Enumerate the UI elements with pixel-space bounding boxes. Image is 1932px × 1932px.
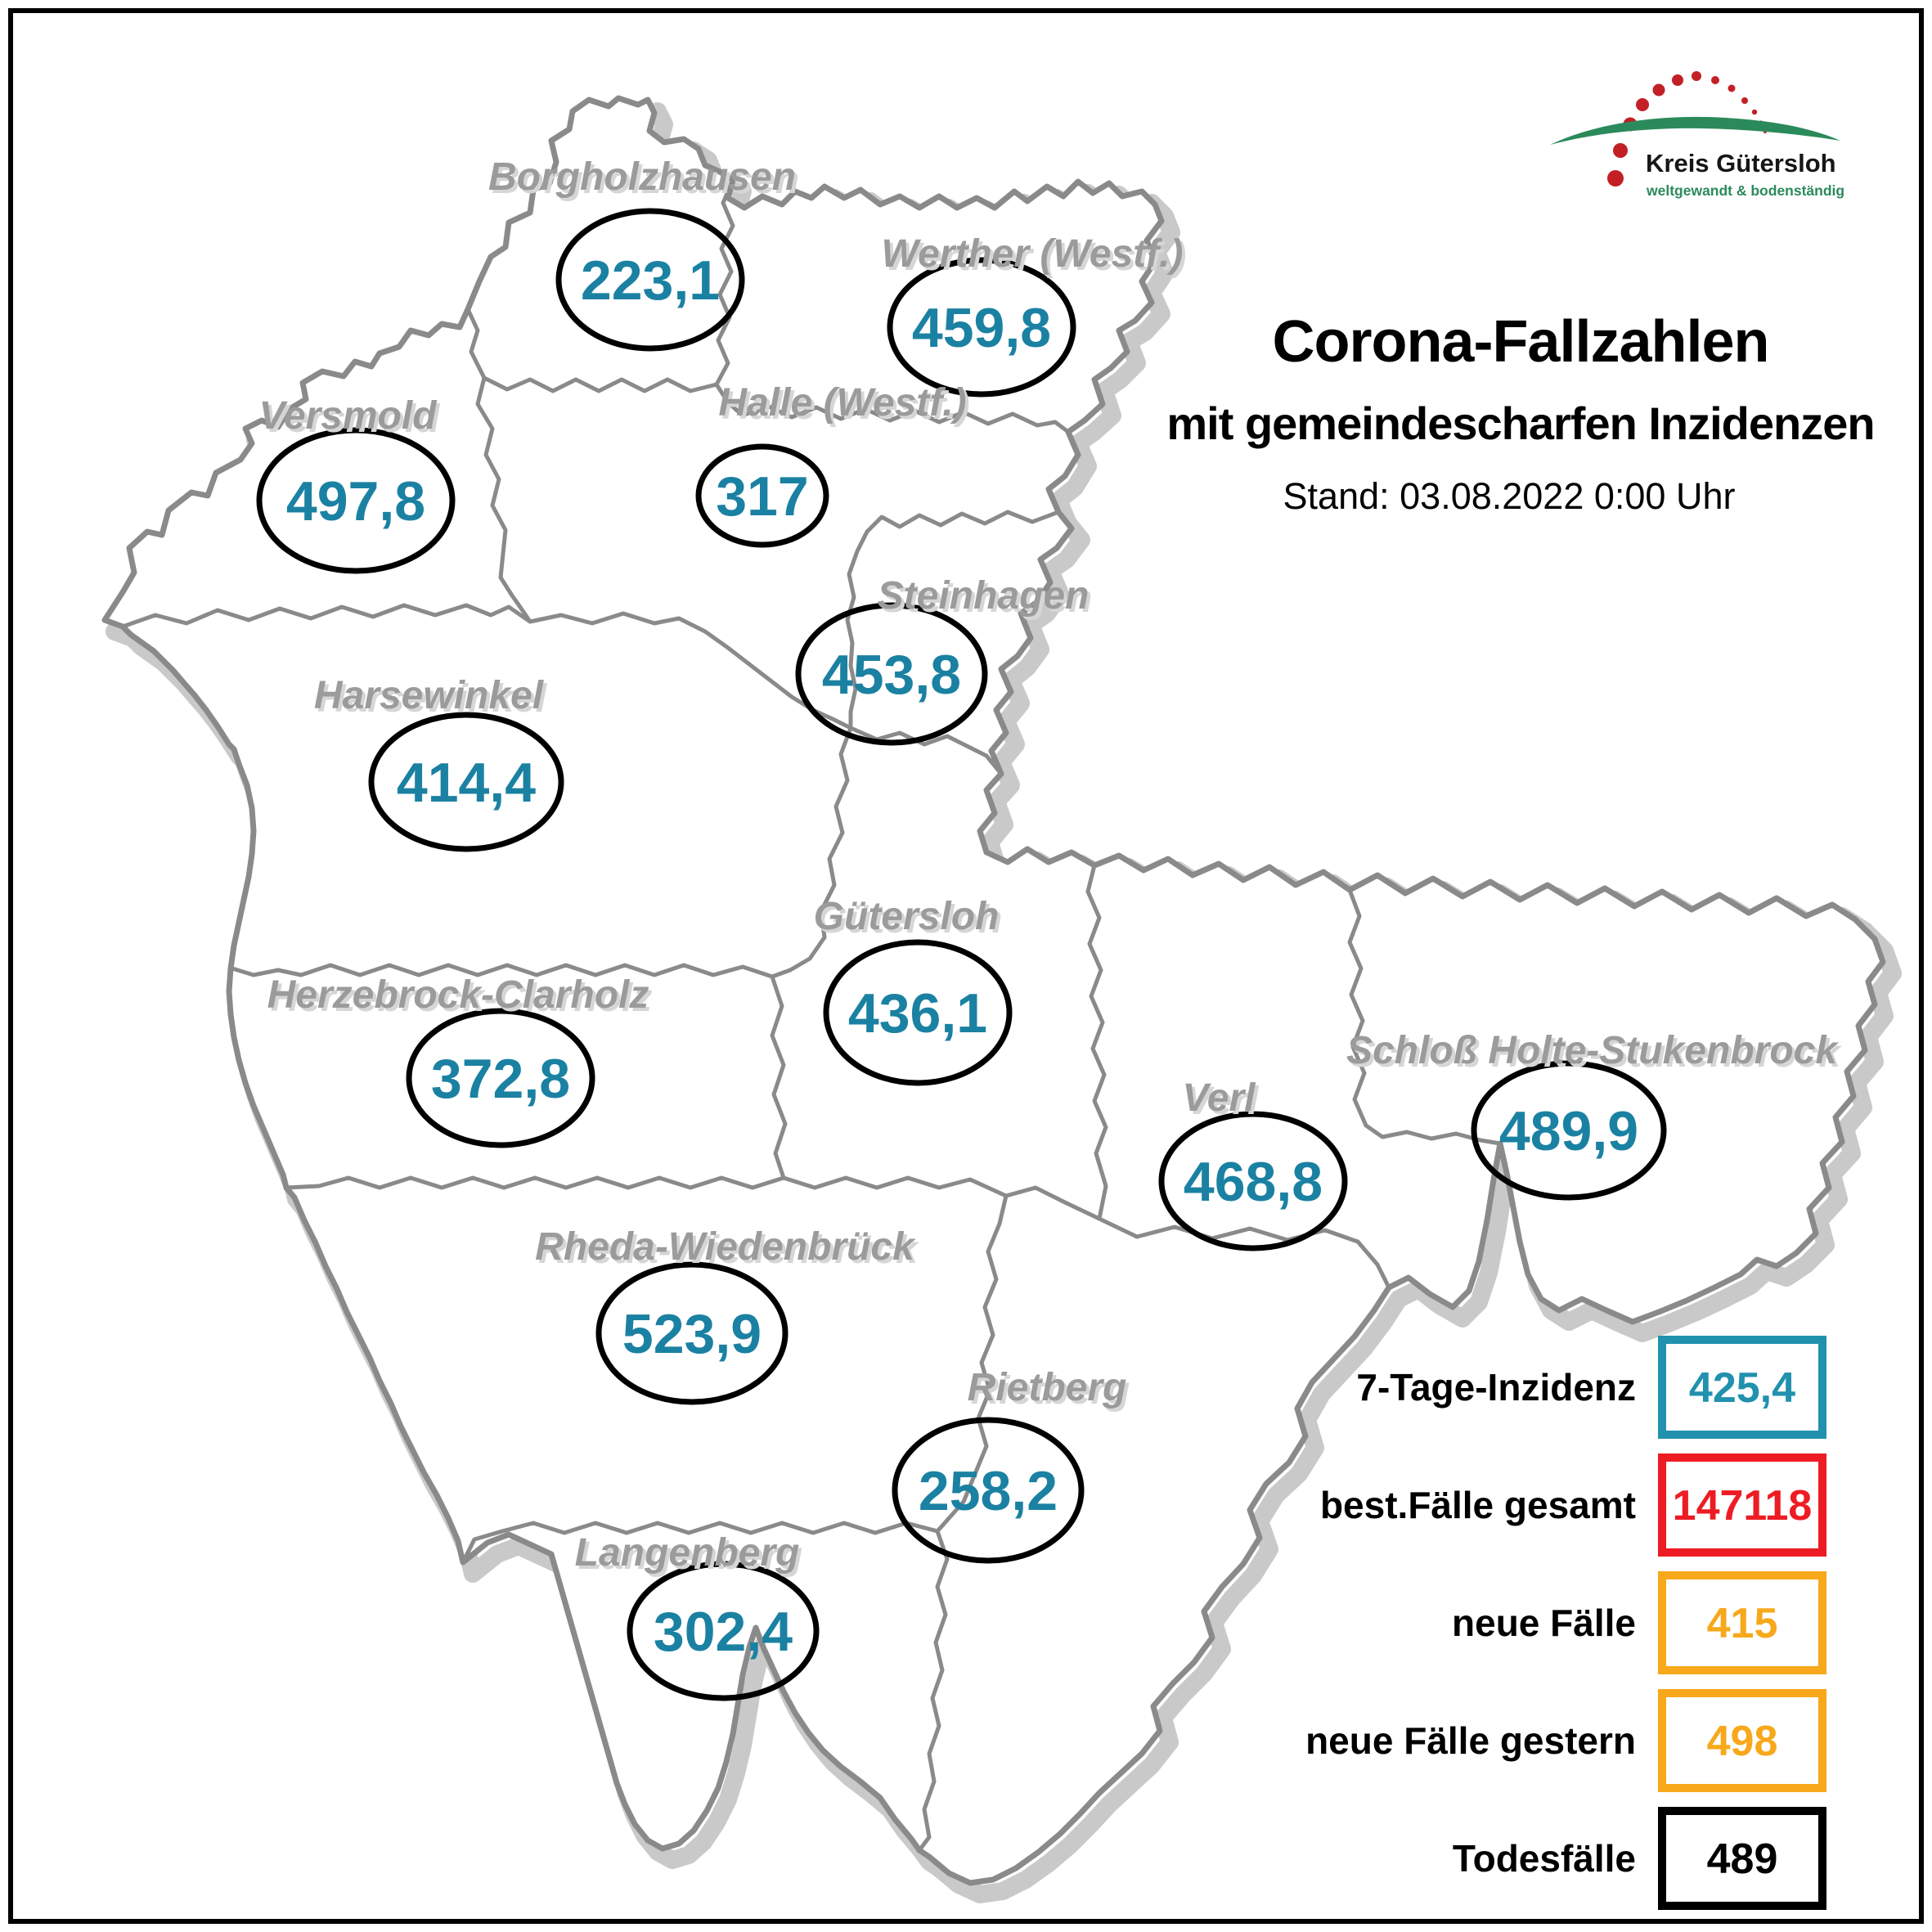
municipality-herzebrock-clarholz: Herzebrock-Clarholz 372,8 [267,973,649,1148]
logo-dot [1607,170,1624,186]
muni-name-label: Verl [1183,1076,1257,1120]
kreis-guetersloh-logo: Kreis Gütersloh weltgewandt & bodenständ… [1550,71,1844,199]
muni-incidence-value: 317 [716,465,808,528]
legend-value: 489 [1707,1835,1778,1883]
legend-value: 147118 [1673,1482,1813,1530]
legend-value-box [1658,1453,1826,1557]
municipality-borgholzhausen: Borgholzhausen 223,1 [488,155,796,352]
municipality-verl: Verl 468,8 [1158,1076,1348,1251]
muni-incidence-value: 302,4 [654,1601,793,1663]
muni-incidence-ellipse [887,257,1076,398]
legend-label: neue Fälle gestern [1305,1719,1636,1762]
muni-incidence-ellipse [1158,1111,1348,1251]
muni-incidence-value: 459,8 [912,297,1051,359]
municipalities-layer: Borgholzhausen 223,1 Werther (Westf.) 459,8… [256,155,1839,1701]
legend-label: Todesfälle [1453,1837,1636,1880]
muni-incidence-ellipse [892,1417,1085,1564]
muni-incidence-value: 372,8 [431,1048,570,1110]
municipality-schloß-holte-stukenbrock: Schloß Holte-Stukenbrock 489,9 [1346,1029,1839,1201]
municipality-harsewinkel: Harsewinkel 414,4 [314,674,564,852]
municipality-steinhagen: Steinhagen 453,8 [795,574,1090,746]
logo-dot [1613,143,1628,158]
municipality-gütersloh: Gütersloh 436,1 [814,895,1013,1086]
muni-name-label: Werther (Westf.) [882,232,1184,276]
muni-name-label: Gütersloh [814,895,1000,938]
muni-incidence-value: 414,4 [397,752,536,814]
muni-incidence-value: 523,9 [622,1303,762,1365]
muni-name-label: Harsewinkel [314,674,545,717]
muni-incidence-ellipse [823,939,1013,1086]
logo-dot [1751,109,1758,115]
muni-name-label: Rietberg [968,1366,1127,1409]
muni-incidence-ellipse [695,443,829,548]
municipal-borders [120,177,1503,1853]
muni-incidence-value: 453,8 [822,644,961,706]
page-date-stamp: Stand: 03.08.2022 0:00 Uhr [1283,475,1736,517]
legend-label: best.Fälle gesamt [1320,1484,1636,1526]
logo-dot [1652,83,1665,97]
page-frame [8,8,1924,1924]
muni-incidence-ellipse [368,712,564,852]
legend-row: Todesfälle 489 [1453,1807,1826,1910]
muni-name-label: Rheda-Wiedenbrück [535,1225,916,1269]
muni-name-label: Herzebrock-Clarholz [267,973,649,1017]
municipality-langenberg: Langenberg 302,4 [575,1531,820,1701]
logo-dot [1692,71,1701,81]
legend-value: 498 [1707,1718,1778,1765]
legend-value: 425,4 [1689,1364,1795,1412]
municipality-rietberg: Rietberg 258,2 [892,1366,1127,1564]
muni-incidence-value: 223,1 [581,249,720,312]
muni-incidence-value: 489,9 [1499,1100,1638,1162]
logo-dot [1728,84,1736,92]
logo-tagline: weltgewandt & bodenständig [1646,182,1844,199]
legend-row: neue Fälle 415 [1452,1571,1826,1674]
muni-incidence-value: 497,8 [286,470,425,532]
logo-dot [1672,74,1683,86]
muni-incidence-value: 468,8 [1184,1151,1323,1213]
muni-incidence-ellipse [795,602,988,746]
municipality-versmold: Versmold 497,8 [256,394,456,574]
muni-name-label: Schloß Holte-Stukenbrock [1346,1029,1839,1072]
muni-name-label: Langenberg [575,1531,800,1575]
legend-row: neue Fälle gestern 498 [1305,1689,1826,1792]
muni-incidence-ellipse [627,1561,820,1701]
muni-incidence-value: 436,1 [848,982,987,1045]
muni-incidence-value: 258,2 [919,1460,1058,1522]
legend-label: neue Fälle [1452,1602,1636,1644]
muni-name-label: Halle (Westf.) [718,381,966,425]
legend-label: 7-Tage-Inzidenz [1356,1366,1636,1409]
page-subtitle: mit gemeindescharfen Inzidenzen [1166,398,1874,449]
municipality-rheda-wiedenbrück: Rheda-Wiedenbrück 523,9 [535,1225,916,1405]
logo-swoosh-icon [1550,116,1840,145]
legend-value-box [1658,1689,1826,1792]
muni-incidence-ellipse [1471,1060,1667,1201]
legend-value-box [1658,1807,1826,1910]
muni-name-label: Steinhagen [878,574,1090,618]
muni-name-label: Borgholzhausen [488,155,796,199]
logo-dot [1741,97,1748,104]
legend-value: 415 [1707,1600,1778,1647]
municipality-werther-westf-: Werther (Westf.) 459,8 [882,232,1184,398]
municipality-halle-westf-: Halle (Westf.) 317 [695,381,967,548]
muni-incidence-ellipse [406,1008,595,1148]
muni-incidence-ellipse [256,427,456,574]
logo-dot [1711,76,1719,84]
muni-name-label: Versmold [259,394,438,438]
page-title: Corona-Fallzahlen [1272,309,1768,375]
legend: 7-Tage-Inzidenz 425,4 best.Fälle gesamt 147… [1305,1336,1826,1910]
muni-incidence-ellipse [595,1261,789,1405]
legend-row: best.Fälle gesamt 147118 [1320,1453,1826,1557]
legend-value-box [1658,1336,1826,1439]
legend-value-box [1658,1571,1826,1674]
legend-row: 7-Tage-Inzidenz 425,4 [1356,1336,1826,1439]
logo-name: Kreis Gütersloh [1646,149,1836,177]
logo-dot [1636,98,1649,111]
muni-incidence-ellipse [555,208,745,352]
